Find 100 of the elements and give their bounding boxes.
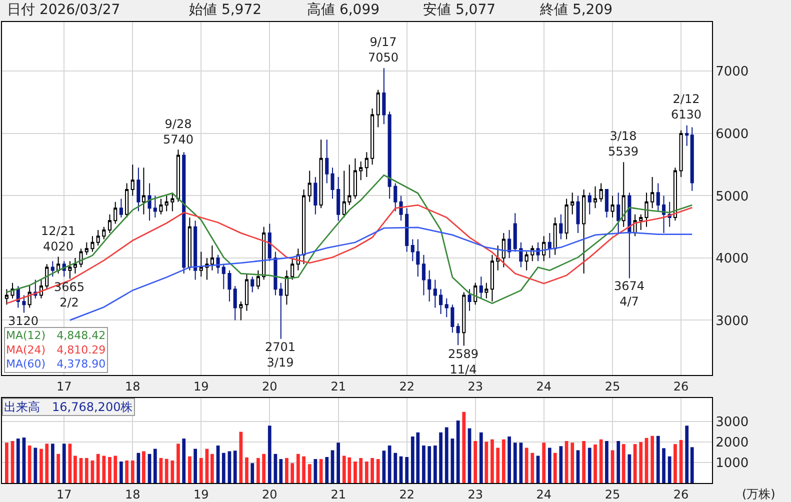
candlestick xyxy=(622,162,626,228)
text: 安値 5,077 xyxy=(423,2,496,18)
bar xyxy=(370,458,374,483)
candlestick xyxy=(256,270,260,290)
candlestick xyxy=(188,216,192,271)
candlestick xyxy=(114,201,118,224)
bar xyxy=(222,452,226,483)
candlestick xyxy=(479,276,483,299)
bar xyxy=(444,427,448,483)
candlestick xyxy=(153,195,157,218)
y-tick-label: 7000 xyxy=(716,64,749,80)
bar xyxy=(28,446,32,483)
bar xyxy=(594,444,597,483)
bar xyxy=(622,444,626,483)
candlestick xyxy=(102,226,106,240)
bar xyxy=(650,436,654,483)
candlestick xyxy=(244,273,249,312)
candlestick xyxy=(170,192,174,212)
candlestick xyxy=(50,260,54,278)
candlestick xyxy=(84,242,88,256)
bar xyxy=(364,461,368,483)
annotation: 2701 3/19 xyxy=(265,340,296,370)
candlestick xyxy=(216,254,220,274)
bar xyxy=(588,448,592,483)
candlestick xyxy=(359,160,363,181)
candlestick xyxy=(542,236,546,262)
candlestick xyxy=(274,251,278,296)
x-tick-label: 20 xyxy=(262,379,278,394)
candlestick xyxy=(96,229,100,246)
y-tick-label: 2000 xyxy=(716,436,749,451)
bar xyxy=(119,461,123,483)
candlestick xyxy=(548,232,552,258)
bar xyxy=(256,458,260,483)
candlestick xyxy=(564,198,568,240)
candlestick xyxy=(628,192,632,279)
x-tick-label: 24 xyxy=(536,487,552,502)
candlestick xyxy=(450,304,454,334)
candlestick xyxy=(164,195,168,212)
candlestick xyxy=(662,195,666,234)
candlestick xyxy=(690,126,694,192)
candlestick xyxy=(433,279,437,308)
bar xyxy=(674,444,677,483)
text: 高値 6,099 xyxy=(307,2,380,18)
candlestick xyxy=(399,195,403,222)
candlestick xyxy=(319,139,323,209)
bar xyxy=(490,439,494,483)
text: (万株) xyxy=(742,487,776,501)
candlestick xyxy=(142,167,146,215)
x-tick-label: 18 xyxy=(124,487,140,502)
candlestick xyxy=(519,242,523,268)
bar xyxy=(102,456,106,483)
x-tick-label: 23 xyxy=(468,379,483,394)
candlestick xyxy=(314,176,318,215)
bar xyxy=(599,439,603,483)
candlestick xyxy=(4,288,8,306)
candlestick xyxy=(508,229,512,258)
candlestick xyxy=(279,282,283,340)
bar xyxy=(376,459,380,483)
bar xyxy=(605,441,608,483)
y-tick-label: 3000 xyxy=(716,314,749,329)
bar xyxy=(456,420,460,483)
annotation: 2/12 6130 xyxy=(671,92,702,122)
bar xyxy=(199,458,203,483)
bar xyxy=(5,442,8,483)
bar xyxy=(325,456,329,483)
candlestick xyxy=(376,89,380,128)
bar xyxy=(296,454,300,483)
candlestick xyxy=(336,176,340,222)
annotation: 3665 2/2 xyxy=(54,280,85,310)
bar xyxy=(662,448,666,483)
bar xyxy=(336,442,340,483)
text: MA(60) 4,378.90 xyxy=(6,358,106,371)
y-tick-label: 4000 xyxy=(716,252,749,267)
bar xyxy=(508,436,511,483)
candlestick xyxy=(268,223,272,262)
candlestick xyxy=(422,254,426,296)
bar xyxy=(559,446,563,483)
x-tick-label: 18 xyxy=(124,379,140,394)
x-tick-label: 22 xyxy=(399,379,414,394)
candlestick xyxy=(159,198,163,215)
bar xyxy=(84,458,88,483)
x-tick-label: 25 xyxy=(604,487,620,502)
bar xyxy=(239,432,243,483)
bar xyxy=(542,442,546,483)
bar xyxy=(45,444,49,483)
bar xyxy=(245,457,248,483)
y-tick-label: 6000 xyxy=(716,126,749,142)
candlestick xyxy=(130,164,134,196)
candlestick xyxy=(148,182,152,222)
bar xyxy=(582,441,586,483)
bar xyxy=(548,448,552,483)
bar xyxy=(639,442,643,483)
bar xyxy=(40,448,43,483)
bar xyxy=(359,458,363,483)
bar xyxy=(250,463,254,483)
bar xyxy=(182,438,186,483)
annotation: 3/18 5539 xyxy=(608,129,639,159)
candlestick xyxy=(22,294,26,314)
candlestick xyxy=(119,198,123,218)
candlestick xyxy=(576,195,580,234)
